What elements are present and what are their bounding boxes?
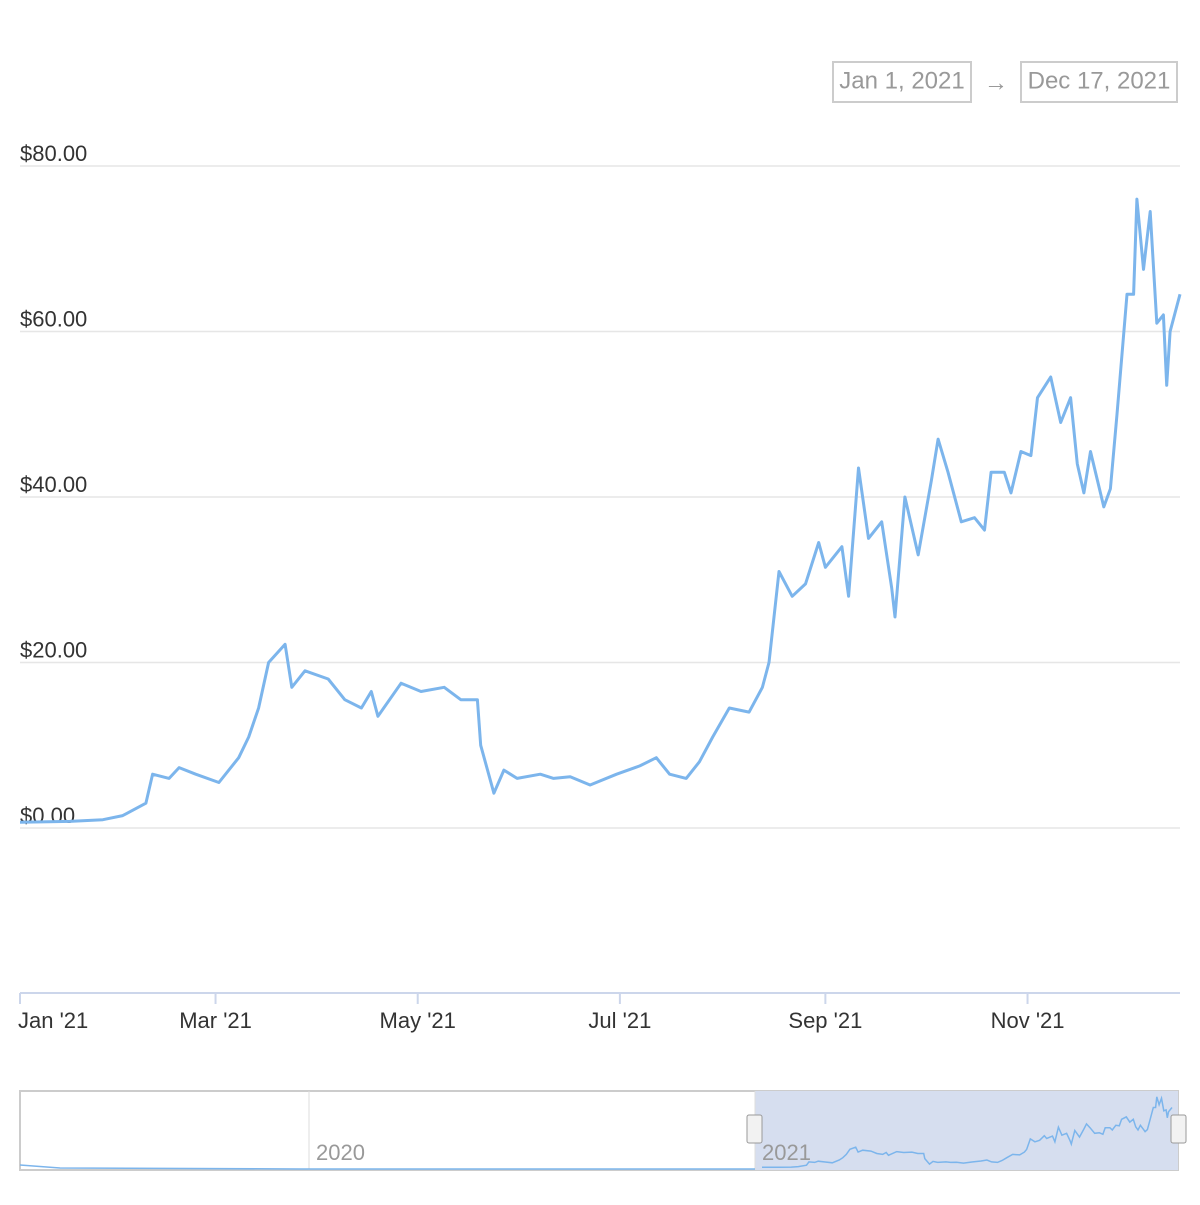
range-separator: → bbox=[984, 69, 1008, 96]
navigator-label: 2020 bbox=[316, 1140, 365, 1165]
y-tick-label: $80.00 bbox=[20, 141, 87, 166]
x-tick-label: Nov '21 bbox=[991, 1008, 1065, 1033]
range-end-box[interactable] bbox=[1020, 61, 1178, 103]
y-tick-label: $40.00 bbox=[20, 472, 87, 497]
y-tick-label: $60.00 bbox=[20, 306, 87, 331]
x-tick-label: Jan '21 bbox=[18, 1008, 88, 1033]
navigator-label: 2021 bbox=[762, 1140, 811, 1165]
navigator-selection[interactable] bbox=[755, 1091, 1178, 1170]
range-end[interactable]: Dec 17, 2021 bbox=[1028, 67, 1171, 94]
range-start-box[interactable] bbox=[832, 61, 972, 103]
y-tick-label: $20.00 bbox=[20, 637, 87, 662]
price-line bbox=[19, 197, 1182, 824]
navigator-handle[interactable] bbox=[1170, 1114, 1187, 1144]
x-tick-label: May '21 bbox=[380, 1008, 456, 1033]
navigator-handle[interactable] bbox=[746, 1114, 763, 1144]
x-tick-label: Mar '21 bbox=[179, 1008, 252, 1033]
x-tick-label: Jul '21 bbox=[588, 1008, 651, 1033]
navigator-line bbox=[762, 1095, 1173, 1169]
y-tick-label: $0.00 bbox=[20, 803, 75, 828]
range-start[interactable]: Jan 1, 2021 bbox=[839, 67, 964, 94]
x-tick-label: Sep '21 bbox=[788, 1008, 862, 1033]
navigator-history-line bbox=[19, 1164, 755, 1170]
